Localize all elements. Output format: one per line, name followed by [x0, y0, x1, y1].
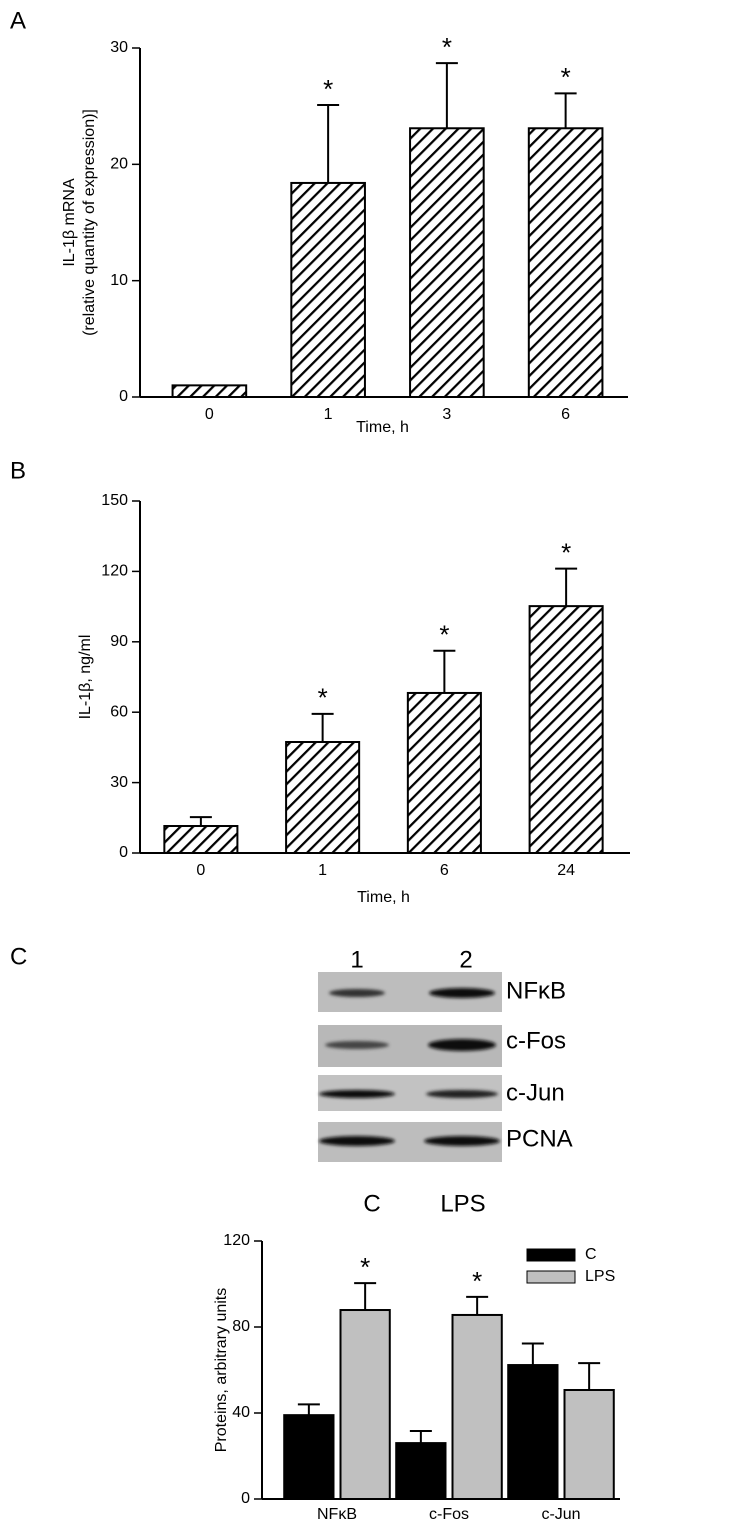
legend-swatch: [526, 1248, 576, 1262]
y-axis-label: (relative quantity of expression)]: [81, 109, 98, 336]
bar: [451, 1313, 503, 1500]
y-tick-label: 30: [110, 39, 128, 56]
x-tick-label: 24: [557, 862, 575, 879]
band: [319, 1136, 395, 1146]
bar: [339, 1309, 391, 1501]
significance-marker: *: [561, 62, 571, 92]
band: [319, 1090, 395, 1098]
x-tick-label: c-Fos: [429, 1506, 469, 1523]
bar: [290, 181, 366, 398]
bar: [563, 1388, 615, 1500]
bar: [528, 605, 604, 855]
significance-marker: *: [323, 74, 333, 104]
band: [424, 1136, 500, 1146]
panel-label: B: [10, 457, 26, 484]
band: [428, 1039, 496, 1051]
y-tick-label: 0: [119, 844, 128, 861]
bar: [285, 741, 361, 855]
x-axis-label: Time, h: [356, 419, 409, 436]
x-tick-label: c-Jun: [541, 1506, 580, 1523]
x-tick-label: 1: [324, 406, 333, 423]
x-tick-label: 0: [196, 862, 205, 879]
band: [329, 989, 385, 997]
significance-marker: *: [360, 1252, 370, 1282]
protein-label: NFκB: [506, 977, 566, 1004]
band: [429, 988, 495, 998]
western-blot: [318, 972, 502, 1162]
y-tick-label: 40: [232, 1404, 250, 1421]
y-tick-label: 60: [110, 703, 128, 720]
y-axis-label: Proteins, arbitrary units: [213, 1288, 230, 1453]
x-tick-label: 0: [205, 406, 214, 423]
y-tick-label: 20: [110, 156, 128, 173]
y-tick-label: 10: [110, 272, 128, 289]
x-tick-label: 1: [318, 862, 327, 879]
bar: [406, 691, 482, 854]
y-tick-label: 30: [110, 774, 128, 791]
bar: [409, 127, 485, 399]
panel-label: A: [10, 7, 26, 34]
bar: [527, 127, 604, 399]
y-tick-label: 150: [101, 492, 128, 509]
significance-marker: *: [472, 1266, 482, 1296]
legend-swatch: [526, 1270, 576, 1284]
bar: [171, 384, 248, 399]
condition-label: LPS: [440, 1190, 485, 1217]
bar: [395, 1442, 447, 1500]
x-tick-label: NFκB: [317, 1506, 357, 1523]
x-tick-label: 6: [561, 406, 570, 423]
significance-marker: *: [561, 537, 571, 567]
lane-label: 1: [350, 946, 363, 973]
significance-marker: *: [442, 32, 452, 62]
significance-marker: *: [439, 620, 449, 650]
protein-label: c-Fos: [506, 1027, 566, 1054]
condition-label: C: [363, 1190, 380, 1217]
band: [325, 1041, 389, 1049]
protein-label: PCNA: [506, 1125, 573, 1152]
y-tick-label: 120: [101, 563, 128, 580]
protein-label: c-Jun: [506, 1079, 565, 1106]
bar: [283, 1414, 335, 1501]
panel-label: C: [10, 943, 27, 970]
y-tick-label: 120: [223, 1232, 250, 1249]
significance-marker: *: [318, 683, 328, 713]
bar: [507, 1364, 559, 1501]
y-axis-label: IL-1β, ng/ml: [77, 635, 94, 720]
legend-label: LPS: [585, 1268, 615, 1285]
x-axis-label: Time, h: [357, 889, 410, 906]
legend-label: C: [585, 1246, 597, 1263]
x-tick-label: 6: [440, 862, 449, 879]
lane-label: 2: [459, 946, 472, 973]
y-tick-label: 0: [241, 1490, 250, 1507]
bar: [163, 825, 239, 854]
blot-bands: [319, 988, 500, 1146]
y-tick-label: 80: [232, 1318, 250, 1335]
y-tick-label: 0: [119, 388, 128, 405]
y-axis-label: IL-1β mRNA: [61, 178, 78, 267]
band: [426, 1090, 498, 1098]
y-tick-label: 90: [110, 633, 128, 650]
x-tick-label: 3: [442, 406, 451, 423]
